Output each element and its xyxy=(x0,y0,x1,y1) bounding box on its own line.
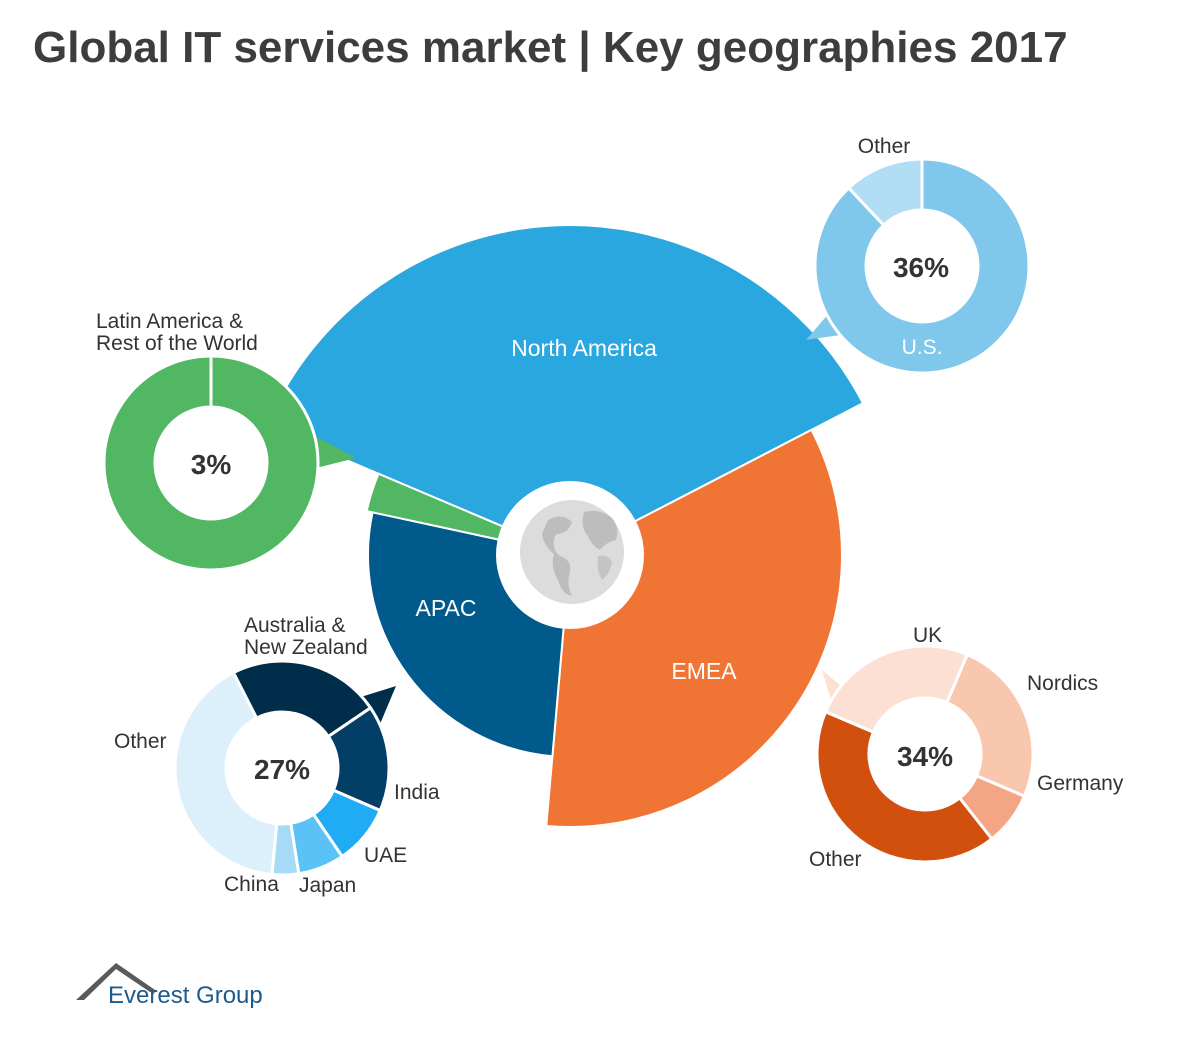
donut-label-anz-line2: New Zealand xyxy=(244,636,368,659)
donut-total-latam: 3% xyxy=(191,449,232,480)
brand-name: Everest Group xyxy=(108,982,263,1009)
donut-total-apac: 27% xyxy=(254,754,310,785)
main-pie-segment-north-america xyxy=(264,224,865,557)
donut-label-emea-other: Other xyxy=(809,848,862,871)
donut-emea xyxy=(815,644,1035,864)
donut-label-nordics: Nordics xyxy=(1027,672,1098,695)
donut-label-uae: UAE xyxy=(364,844,407,867)
donut-label-latam-line1: Latin America & xyxy=(96,310,243,333)
segment-label-emea: EMEA xyxy=(671,658,737,684)
donut-apac xyxy=(173,659,391,877)
donut-north-america xyxy=(813,157,1031,375)
segment-label-apac: APAC xyxy=(416,595,477,621)
donut-slice-north-america-u-s xyxy=(813,157,1031,375)
breakdown-donuts xyxy=(102,157,1035,877)
donut-slice-north-america-other xyxy=(846,157,924,228)
donut-label-germany: Germany xyxy=(1037,772,1124,795)
donut-slice-emea-other xyxy=(815,709,994,864)
donut-slice-emea-nordics xyxy=(944,652,1035,799)
donut-label-india: India xyxy=(394,781,440,804)
globe-icon xyxy=(496,481,644,629)
donut-label-china: China xyxy=(224,873,279,896)
donut-total-emea: 34% xyxy=(897,741,953,772)
donut-label-japan: Japan xyxy=(299,874,356,897)
donut-label-anz-line1: Australia & xyxy=(244,614,346,637)
donut-label-na-other: Other xyxy=(858,135,911,158)
donut-total-north-america: 36% xyxy=(893,252,949,283)
donut-slice-latin-america-rest-of-the-world-latin-america-rest-of-the-world xyxy=(102,354,320,572)
chart-title: Global IT services market | Key geograph… xyxy=(33,23,1068,73)
donut-slice-apac-other xyxy=(173,670,279,877)
donut-label-uk: UK xyxy=(913,624,942,647)
donut-label-apac-other: Other xyxy=(114,730,167,753)
donut-label-latam-line2: Rest of the World xyxy=(96,332,258,355)
donut-slice-emea-uk xyxy=(823,644,970,735)
everest-group-logo: Everest Group xyxy=(76,963,263,1009)
segment-label-north-america: North America xyxy=(511,335,657,361)
donut-slice-apac-australia-new-zealand xyxy=(231,659,373,739)
mountain-icon xyxy=(76,963,158,1000)
donut-label-us: U.S. xyxy=(902,336,943,359)
donut-latin-america-rest-of-the-world xyxy=(102,354,320,572)
